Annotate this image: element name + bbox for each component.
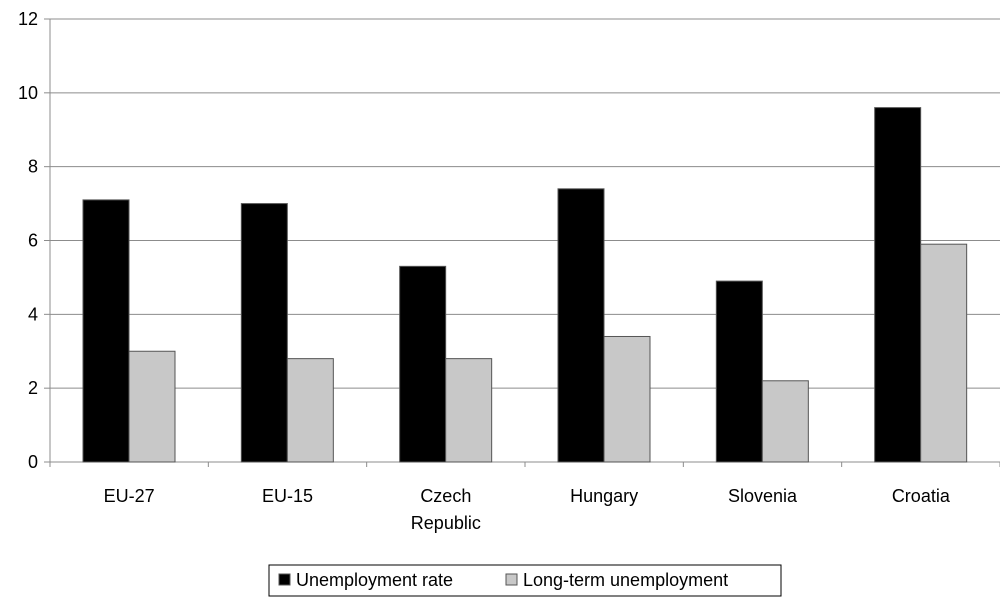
axis-labels: 0 2 4 6 8 10 12 EU-27 EU-15 Czech Republic Hungary S… [18,9,951,533]
y-tick-label: 2 [28,378,38,398]
gridlines [50,18,1000,389]
x-category-label: Czech [420,486,471,506]
x-category-label: EU-27 [104,486,155,506]
legend-box [268,564,782,597]
y-tick-label: 6 [28,231,38,251]
bar-long-term-unemployment [445,358,493,463]
bar-unemployment-rate [715,280,763,463]
x-category-label: Croatia [892,486,951,506]
y-tick-label: 0 [28,452,38,472]
bars [82,107,968,463]
bar-unemployment-rate [82,199,130,463]
x-category-label: Hungary [570,486,638,506]
y-tick-label: 8 [28,157,38,177]
axes [44,18,1000,467]
y-tick-label: 10 [18,83,38,103]
bar-unemployment-rate [874,107,922,463]
bar-long-term-unemployment [603,335,651,463]
bar-unemployment-rate [240,203,288,463]
legend-label: Long-term unemployment [523,570,728,590]
legend-swatch [278,573,291,586]
x-category-label: Republic [411,513,481,533]
bar-long-term-unemployment [286,358,334,463]
bar-long-term-unemployment [761,380,809,463]
legend-swatch [505,573,518,586]
legend: Unemployment rate Long-term unemployment [268,564,782,597]
y-tick-label: 4 [28,304,38,324]
bar-unemployment-rate [557,188,605,463]
x-category-label: Slovenia [728,486,798,506]
x-category-label: EU-15 [262,486,313,506]
legend-label: Unemployment rate [296,570,453,590]
bar-long-term-unemployment [128,350,176,463]
bar-unemployment-rate [399,265,447,463]
bar-long-term-unemployment [920,243,968,463]
y-tick-label: 12 [18,9,38,29]
